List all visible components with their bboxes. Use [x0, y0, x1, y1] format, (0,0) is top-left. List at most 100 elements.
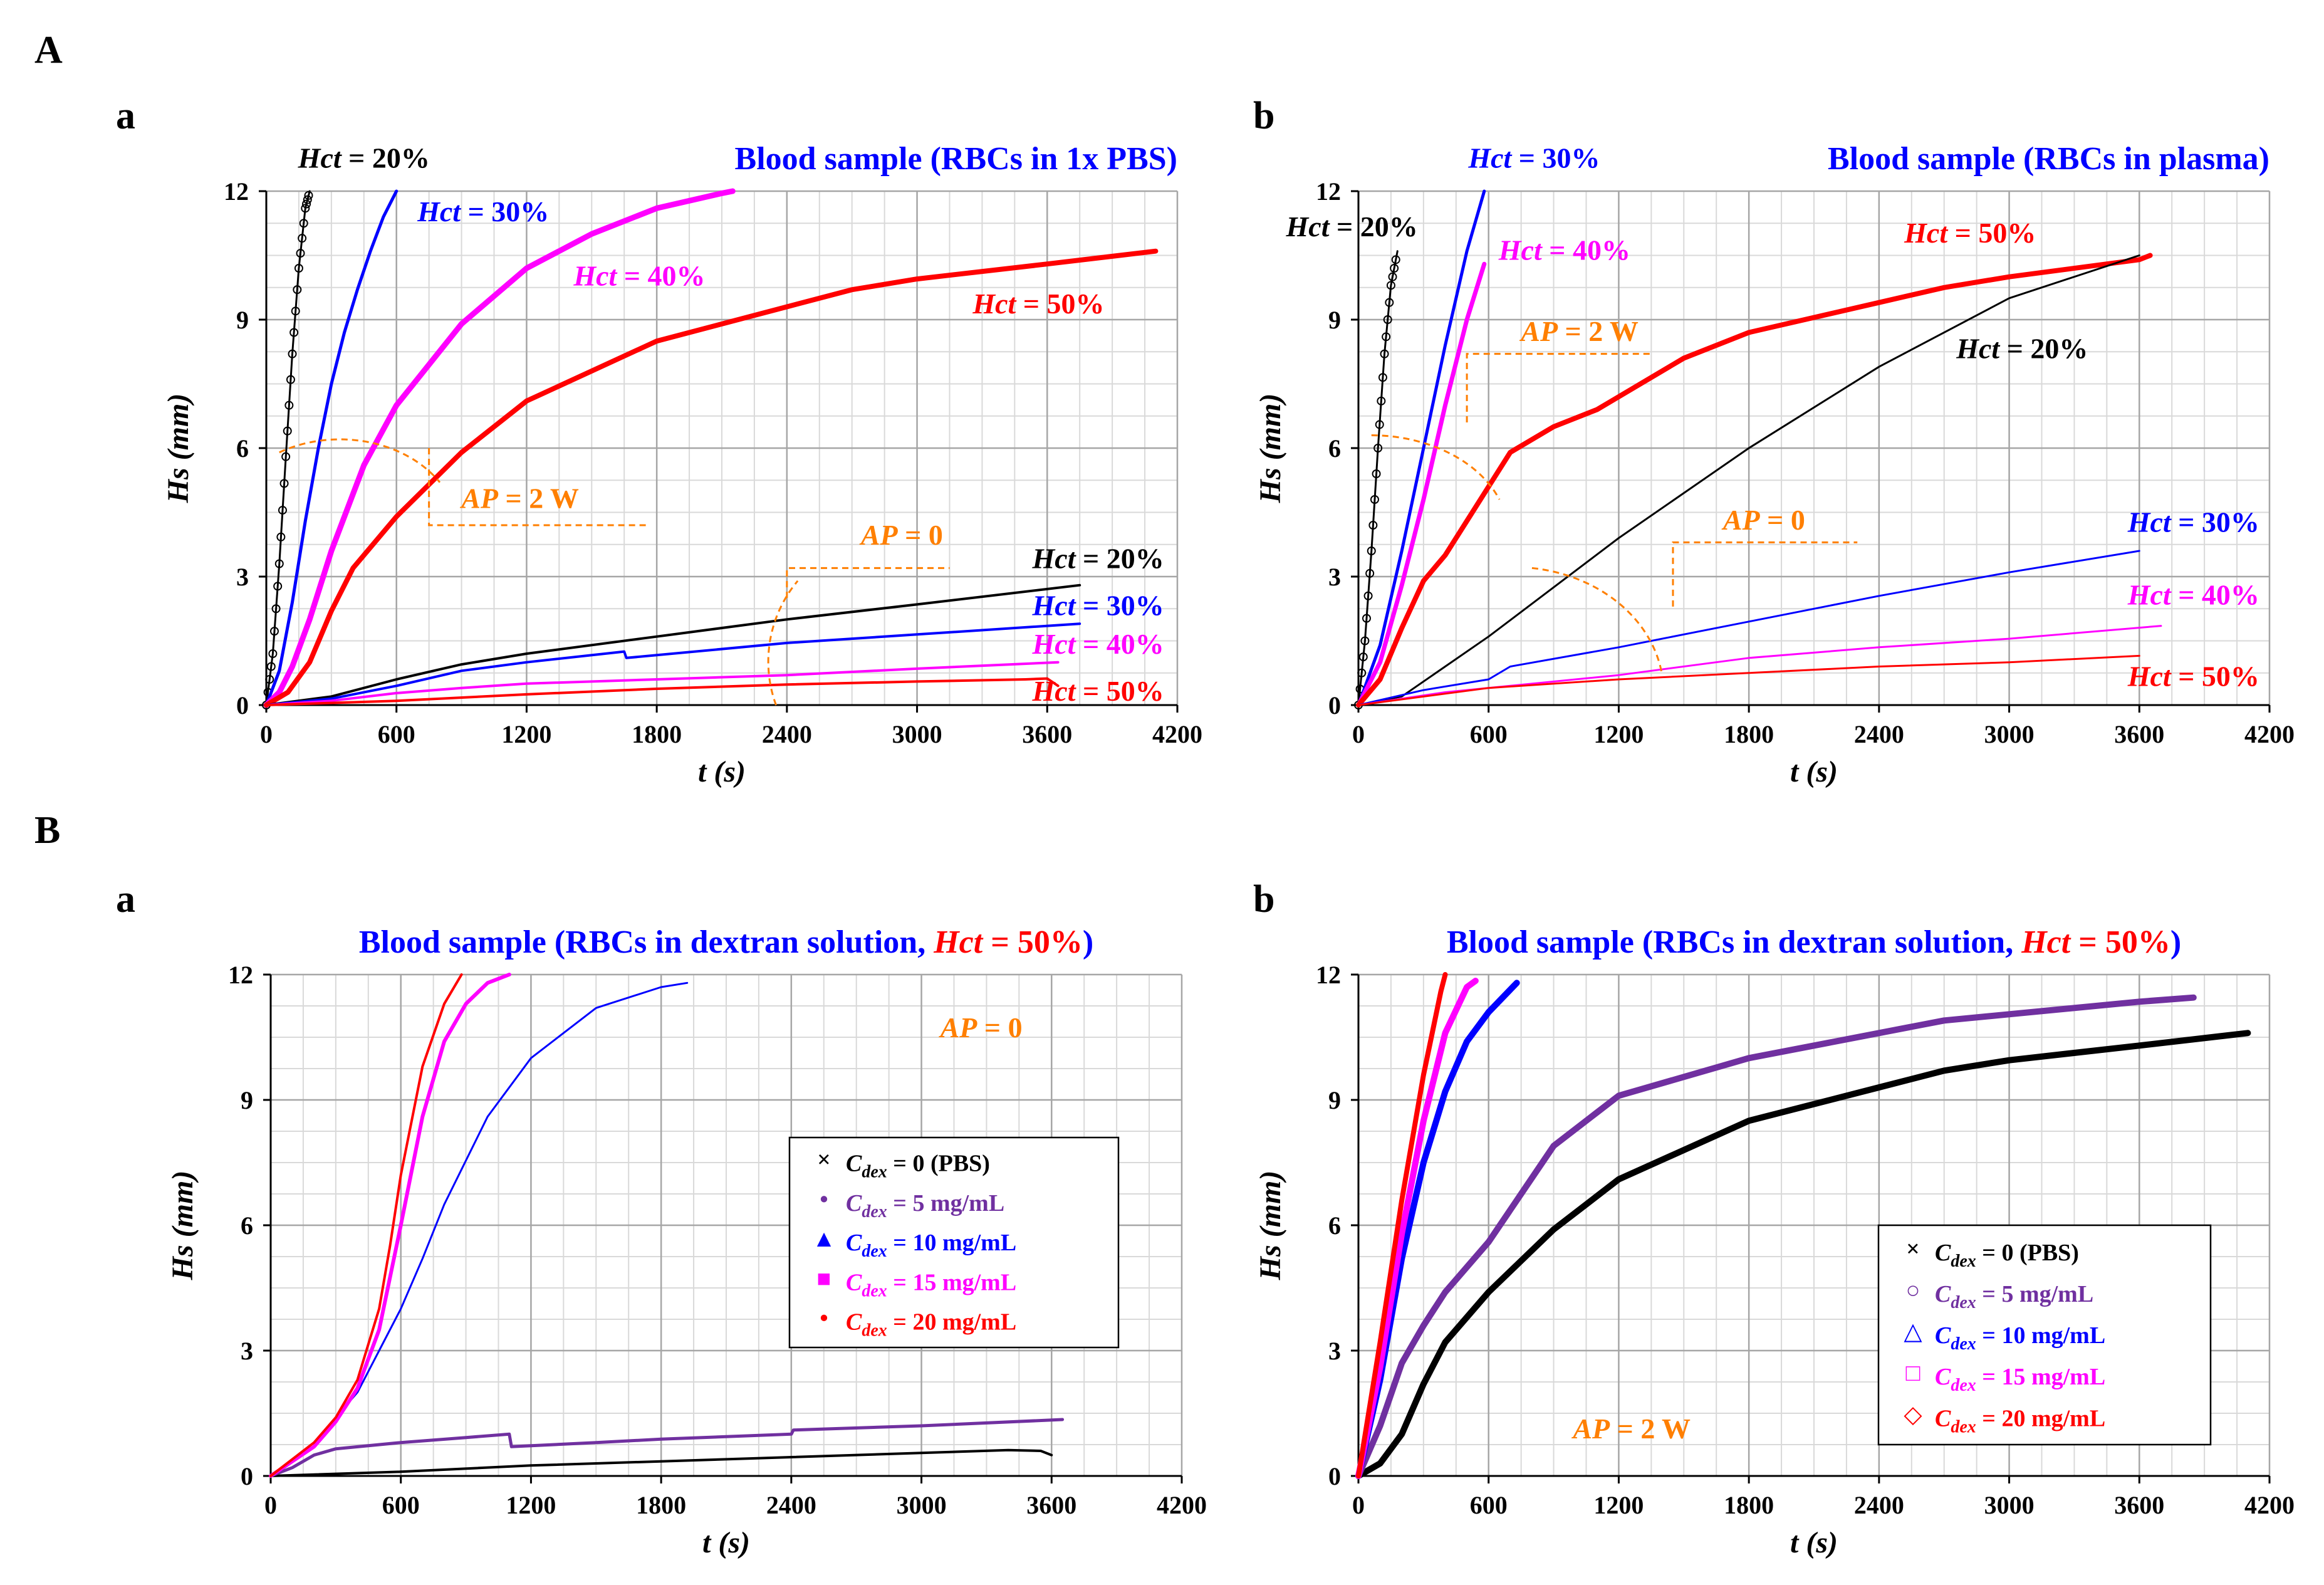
annotation-var: Hct [2127, 578, 2172, 610]
series-point [1372, 469, 1381, 478]
series-group [1355, 972, 2251, 1479]
annotation: Hct = 40% [1498, 234, 1630, 266]
series-point [289, 328, 299, 337]
y-tick-label: 3 [241, 1337, 253, 1365]
annotation-val: = 50% [1016, 288, 1104, 320]
series-line [1355, 994, 2197, 1479]
annotation-var: Hct [417, 196, 461, 228]
legend-rest: = 20 mg/mL [887, 1309, 1016, 1336]
x-tick-label: 1200 [506, 1491, 556, 1519]
legend-sub: dex [862, 1202, 887, 1221]
series-point [1360, 636, 1370, 646]
x-tick-label: 2400 [762, 720, 812, 748]
condition-var: AP [939, 1012, 978, 1044]
annotation-var: Hct [1032, 542, 1076, 574]
annotation: Hct = 30% [2127, 506, 2259, 538]
section-label-a: A [34, 29, 63, 71]
x-tick-label: 0 [264, 1491, 277, 1519]
series-line [265, 190, 311, 706]
legend-var: C [846, 1151, 862, 1177]
series-line [265, 622, 1081, 706]
x-tick-label: 3000 [1984, 720, 2035, 748]
legend-marker: △ [1904, 1319, 1922, 1345]
panel-letter: a [116, 878, 135, 921]
annotation: AP = 2 W [1519, 315, 1639, 347]
chart-title-accent-var: Hct [2021, 924, 2071, 960]
arrow-2w [428, 448, 646, 526]
x-tick-label: 4200 [1157, 1491, 1207, 1519]
annotation: Hct = 20% [1286, 211, 1418, 243]
annotation: AP = 0 [1721, 504, 1805, 536]
chart-title-accent-val: = 50% [2070, 924, 2170, 960]
series-group [269, 973, 1065, 1478]
y-tick-label: 0 [1328, 691, 1341, 719]
legend-entry: Cdex = 10 mg/mL [846, 1230, 1016, 1261]
y-tick-label: 9 [1328, 1086, 1341, 1114]
arc-2w [279, 438, 441, 483]
x-tick-label: 1800 [636, 1491, 686, 1519]
y-tick-label: 6 [1328, 434, 1341, 463]
annotation-val: = 2 W [498, 483, 579, 515]
series-point [288, 349, 297, 358]
y-axis-label: Hs (mm) [1254, 394, 1287, 504]
series-line [269, 1448, 1053, 1477]
annotation-val: = 0 [1760, 504, 1805, 536]
annotation-val: = 40% [2171, 578, 2259, 610]
annotation: Hct = 40% [573, 259, 705, 291]
arrow-2w [1466, 353, 1652, 422]
annotation-val: = 40% [1076, 628, 1164, 660]
y-tick-label: 6 [236, 434, 249, 463]
series-line [1356, 253, 2153, 708]
annotation: Hct = 30% [1032, 590, 1164, 622]
panel-letter: b [1253, 95, 1274, 137]
x-tick-label: 3600 [2114, 720, 2164, 748]
condition-var: AP [1571, 1413, 1610, 1445]
legend-entry: Cdex = 10 mg/mL [1935, 1322, 2105, 1354]
series-point [1385, 298, 1394, 307]
annotation: Hct = 40% [2127, 578, 2259, 610]
annotation-val: = 30% [461, 196, 549, 228]
y-tick-label: 12 [1316, 961, 1341, 989]
x-tick-label: 3600 [2114, 1491, 2164, 1519]
panel-ba: a 0 600 1200 1800 2400 3000 3600 4200 0 3 6 9 12 t (s)… [116, 878, 1207, 1559]
annotation-var: Hct [1956, 333, 2000, 365]
panel-aa: a 0 600 1200 1800 2400 3000 3600 4200 0 3 6 9 12 t (s)… [116, 95, 1202, 788]
panel-bb: b 0 600 1200 1800 2400 3000 3600 4200 0 3 6 9 12 t (s)… [1253, 878, 2295, 1559]
annotation-var: Hct [1032, 628, 1076, 660]
legend-rest: = 15 mg/mL [887, 1269, 1016, 1295]
x-tick-label: 1200 [501, 720, 551, 748]
series-point [303, 195, 312, 204]
legend-marker: • [820, 1305, 828, 1332]
arrow-0 [786, 567, 950, 599]
legend-var: C [1935, 1405, 1951, 1431]
legend-box [788, 1136, 1120, 1349]
x-tick-label: 1800 [632, 720, 682, 748]
x-tick-label: 600 [382, 1491, 420, 1519]
series-point [1363, 591, 1373, 600]
x-tick-label: 0 [1352, 1491, 1365, 1519]
annotation: Hct = 20% [1032, 542, 1164, 574]
annotation-var: Hct [972, 288, 1016, 320]
annotation-arrows [279, 438, 950, 706]
series-line [264, 248, 1159, 708]
annotation-val: = 20% [1329, 211, 1417, 243]
legend-marker: ○ [1906, 1277, 1920, 1304]
annotation-val: = 20% [1076, 542, 1164, 574]
legend-entry: Cdex = 5 mg/mL [846, 1190, 1004, 1221]
y-tick-label: 6 [241, 1211, 253, 1240]
legend-var: C [1935, 1364, 1951, 1390]
legend-rest: = 0 (PBS) [1976, 1240, 2079, 1266]
x-axis-label: t (s) [702, 1526, 750, 1559]
legend-entry: Cdex = 0 (PBS) [1935, 1240, 2079, 1271]
series-point [1391, 255, 1400, 264]
legend-var: C [846, 1190, 862, 1216]
x-tick-label: 0 [1352, 720, 1365, 748]
legend-marker: ■ [817, 1265, 831, 1292]
x-tick-label: 4200 [2244, 720, 2295, 748]
y-axis-label: Hs (mm) [1254, 1171, 1287, 1281]
annotation-var: Hct [298, 142, 342, 174]
y-tick-label: 12 [224, 177, 249, 206]
series-line [1357, 250, 1399, 706]
series-point [299, 219, 308, 228]
